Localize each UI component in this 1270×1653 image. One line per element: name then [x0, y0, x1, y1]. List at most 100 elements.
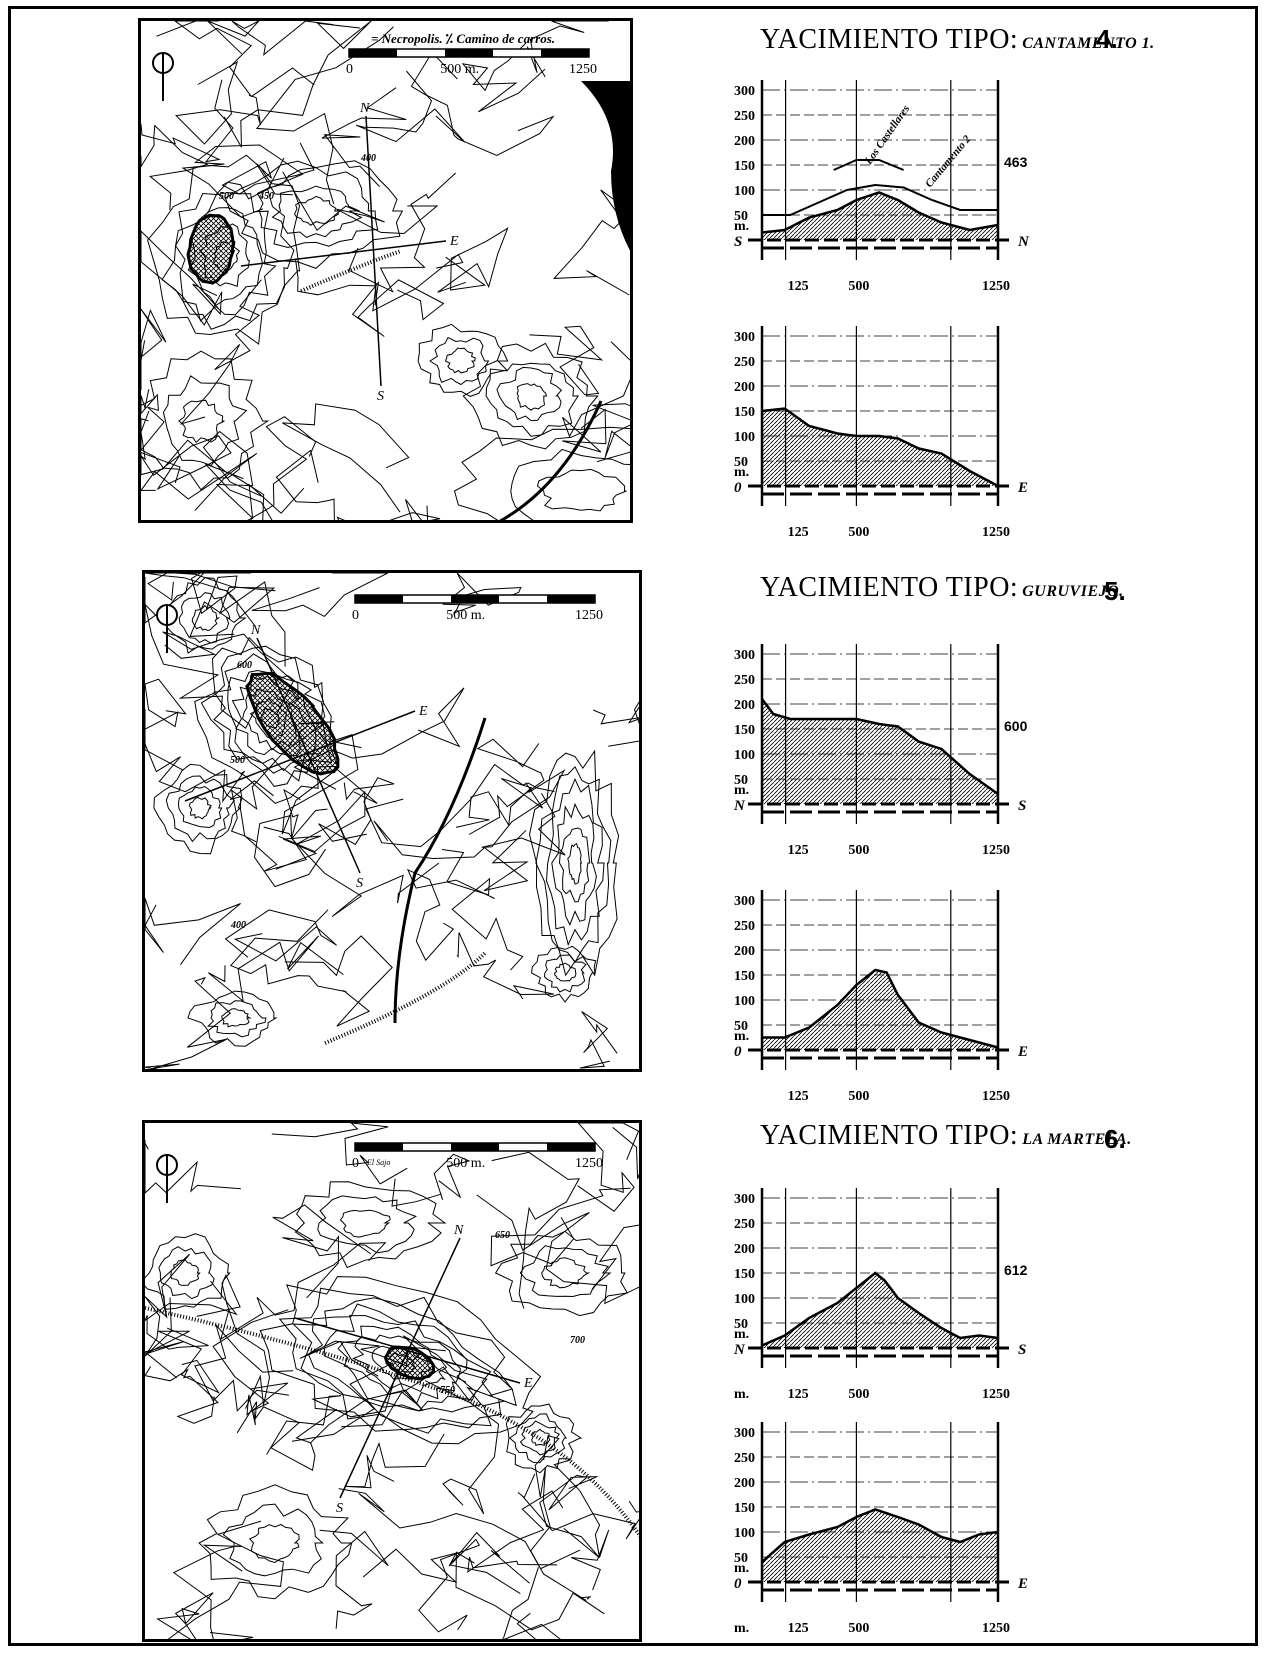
contour-line — [145, 573, 276, 626]
contour-line — [455, 1551, 605, 1631]
contour-line — [553, 1459, 610, 1591]
contour-line — [141, 439, 258, 511]
contour-line — [467, 1490, 564, 1573]
contour-line — [410, 51, 555, 156]
contour-line — [529, 325, 604, 396]
contour-line — [417, 323, 509, 397]
x-tick-label: 500 — [848, 843, 869, 858]
contour-line — [339, 1209, 391, 1238]
site-name: LA MARTELA. — [1022, 1131, 1132, 1148]
x-tick-label: 125 — [788, 1089, 809, 1104]
contour-line — [282, 403, 410, 513]
contour-line — [485, 362, 580, 437]
y-tick-label: 250 — [734, 673, 755, 688]
contour-value: 500 — [219, 191, 234, 202]
south-label: S — [336, 1501, 343, 1516]
contour-line — [437, 227, 509, 293]
contour-line — [442, 573, 522, 616]
contour-line — [253, 788, 326, 888]
contour-line — [165, 775, 235, 843]
left-direction-label: N — [733, 798, 746, 814]
contour-line — [551, 802, 597, 926]
contour-line — [282, 171, 439, 235]
contour-line — [516, 383, 548, 411]
y-tick-label: 200 — [734, 698, 755, 713]
contour-line — [365, 763, 555, 848]
contour-line — [567, 842, 583, 885]
x-tick-label: m. — [734, 1387, 749, 1402]
contour-line — [541, 1257, 591, 1289]
terrain-profile-line — [761, 698, 999, 796]
transect-we — [240, 240, 447, 267]
x-tick-label: 125 — [788, 525, 809, 540]
contour-line — [481, 769, 566, 856]
contour-line — [251, 573, 389, 618]
contour-line — [221, 142, 315, 196]
scale-segment — [355, 595, 403, 603]
y-tick-label: 150 — [734, 405, 755, 420]
contour-line — [510, 448, 630, 520]
contour-line — [255, 26, 394, 205]
contour-line — [191, 604, 221, 632]
contour-line — [494, 1230, 629, 1317]
contour-line — [207, 21, 334, 56]
annotation-label: Cantamento 2 — [923, 133, 974, 190]
contour-line — [167, 1520, 284, 1639]
contour-line — [321, 87, 407, 187]
elevation-label: 612 — [1004, 1262, 1028, 1278]
contour-line — [158, 1246, 215, 1300]
cart-track — [300, 249, 402, 293]
y-tick-label: 200 — [734, 1242, 755, 1257]
contour-line — [207, 935, 344, 1003]
contour-line — [502, 1567, 561, 1639]
contour-line — [444, 347, 476, 374]
y-tick-label: 100 — [734, 430, 755, 445]
x-tick-label: 500 — [848, 525, 869, 540]
contour-line — [236, 1401, 338, 1471]
contour-line — [153, 763, 243, 855]
contour-line — [272, 1204, 372, 1299]
contour-line — [338, 1488, 587, 1601]
contour-line — [188, 796, 212, 820]
contour-line — [284, 935, 393, 1027]
elevation-profile-4b: 300 250 200 150 100 50m.0 E 125 500 1250 — [734, 326, 1028, 540]
contour-line — [490, 1187, 631, 1267]
contour-line — [172, 1544, 254, 1639]
contour-line — [554, 962, 577, 982]
contour-line — [229, 780, 307, 872]
right-direction-label: N — [1017, 234, 1030, 250]
contour-line — [145, 573, 205, 624]
contour-line — [455, 778, 544, 828]
terrain-profile-line — [761, 1271, 999, 1347]
contour-line — [196, 1274, 271, 1409]
contour-line — [337, 1325, 462, 1405]
contour-line — [441, 849, 524, 971]
y-tick-label: 250 — [734, 109, 755, 124]
terrain-fill — [762, 1273, 998, 1348]
header-prefix: YACIMIENTO TIPO: — [760, 572, 1019, 603]
map-guruviejo: N S E 600 500 400 0 500 m. 1250 — [142, 570, 642, 1072]
terrain-fill — [762, 192, 998, 240]
map-la-martela: N S E 650 700 750 0 500 m. 1250 El Sajo — [142, 1120, 642, 1642]
scale-end: 1250 — [575, 1156, 603, 1171]
contour-line — [221, 1008, 252, 1028]
contour-line — [429, 336, 490, 386]
x-tick-label: 500 — [848, 1621, 869, 1636]
scale-segment — [451, 595, 499, 603]
y-tick-label: 100 — [734, 184, 755, 199]
contour-line — [462, 342, 599, 450]
y-tick-label: 100 — [734, 994, 755, 1009]
x-tick-label: 1250 — [982, 1089, 1010, 1104]
contour-line — [220, 1242, 387, 1341]
contour-value: 400 — [360, 153, 376, 164]
contour-line — [223, 21, 372, 148]
contour-value: 600 — [237, 660, 252, 671]
unit-label: m. — [734, 1029, 749, 1044]
y-tick-label: 50 — [734, 1317, 748, 1332]
x-tick-label: 1250 — [982, 1621, 1010, 1636]
contour-line — [505, 1403, 583, 1474]
contour-line — [281, 734, 378, 835]
right-direction-label: S — [1018, 1342, 1026, 1358]
cart-track — [324, 951, 487, 1045]
contour-line — [229, 909, 347, 993]
